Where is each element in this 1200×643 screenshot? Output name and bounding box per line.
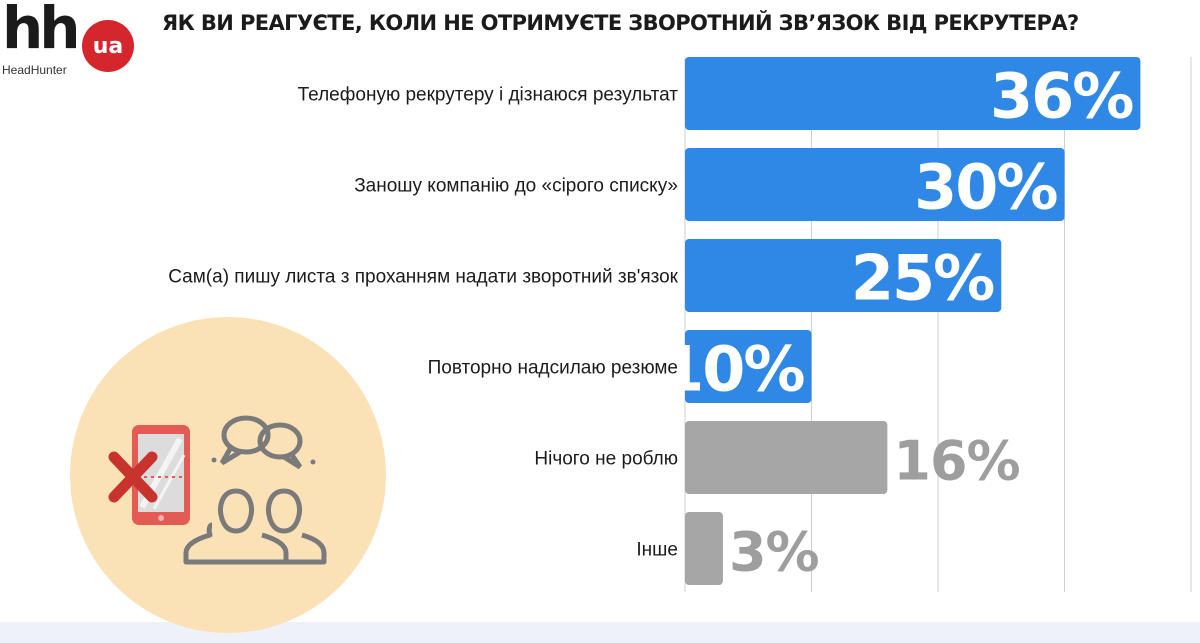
phone-rejected-icon <box>108 425 190 525</box>
category-label: Заношу компанію до «сірого списку» <box>354 176 678 197</box>
chart-grid <box>684 57 1192 592</box>
value-label: 10% <box>661 333 804 406</box>
illustration-circle <box>70 317 386 633</box>
bar <box>685 57 1141 130</box>
category-label: Інше <box>636 540 678 561</box>
chart-value-labels: 36% 30% 25% 10% 16% 3% <box>661 60 1135 584</box>
logo-hh-text: hh <box>2 0 81 62</box>
category-label: Нічого не роблю <box>534 449 678 470</box>
bar <box>685 421 888 494</box>
value-label: 25% <box>851 242 994 315</box>
value-label: 3% <box>729 521 819 584</box>
logo-ua-badge: ua <box>82 20 134 72</box>
bar <box>685 330 812 403</box>
people-icon <box>183 488 327 565</box>
bottom-strip <box>0 622 1200 643</box>
chart-bars <box>685 57 1141 585</box>
value-label: 30% <box>914 151 1057 224</box>
value-label: 36% <box>990 60 1133 133</box>
headhunter-logo: hh ua HeadHunter <box>0 0 150 80</box>
value-label: 16% <box>893 430 1019 493</box>
category-label: Телефоную рекрутеру і дізнаюся результат <box>298 85 679 106</box>
bar <box>685 148 1065 221</box>
bar <box>685 512 723 585</box>
bar <box>685 239 1002 312</box>
category-label: Сам(а) пишу листа з проханням надати зво… <box>168 267 678 288</box>
category-label: Повторно надсилаю резюме <box>428 358 678 379</box>
logo-subtitle: HeadHunter <box>2 63 67 77</box>
chart-category-labels: Телефоную рекрутеру і дізнаюся результат… <box>168 85 678 561</box>
illustration <box>70 317 386 633</box>
chart-title: ЯК ВИ РЕАГУЄТЕ, КОЛИ НЕ ОТРИМУЄТЕ ЗВОРОТ… <box>162 11 1079 35</box>
chat-bubbles-icon <box>211 415 316 470</box>
